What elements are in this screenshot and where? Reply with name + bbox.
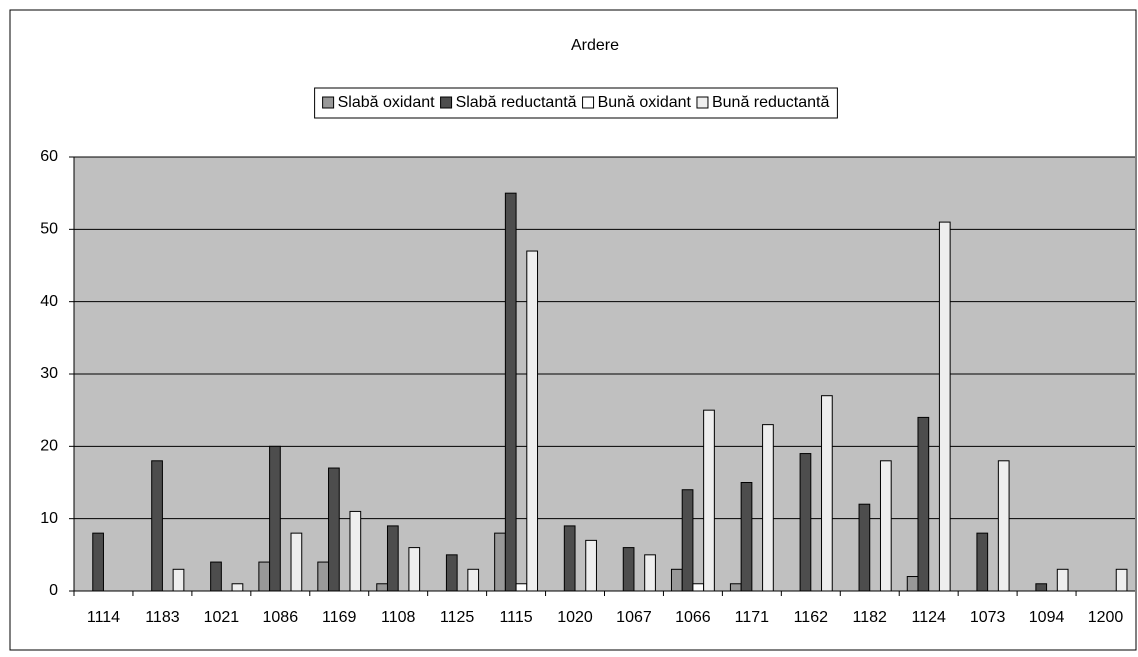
legend-label: Bună reductantă	[712, 94, 830, 111]
x-tick-label: 1171	[735, 609, 770, 626]
bar	[317, 561, 330, 592]
x-tick-label: 1020	[557, 609, 593, 626]
legend-label: Slabă oxidant	[338, 94, 436, 111]
bar	[762, 424, 774, 592]
x-tick-label: 1162	[794, 609, 829, 626]
legend-swatch	[322, 96, 335, 109]
y-tick-label: 20	[40, 438, 58, 455]
x-tick-label: 1066	[675, 609, 711, 626]
x-tick-label: 1182	[853, 609, 888, 626]
bar	[644, 554, 656, 592]
legend-label: Slabă reductantă	[456, 94, 577, 111]
x-tick-label: 1108	[381, 609, 416, 626]
bar	[231, 583, 244, 592]
bar	[740, 482, 753, 592]
bar	[151, 460, 163, 592]
bar	[328, 467, 340, 592]
y-tick-label: 60	[40, 148, 58, 165]
legend-swatch	[696, 96, 709, 109]
bar	[258, 561, 271, 592]
x-tick-label: 1200	[1088, 609, 1124, 626]
x-tick-label: 1094	[1029, 609, 1065, 626]
y-tick-label: 40	[40, 293, 58, 310]
bar	[445, 554, 458, 592]
bar	[210, 561, 222, 592]
bar	[515, 583, 528, 592]
bar	[622, 547, 635, 592]
bar	[729, 583, 742, 592]
bar	[997, 460, 1010, 592]
bar	[269, 445, 281, 592]
x-tick-label: 1183	[145, 609, 180, 626]
bar	[906, 576, 919, 592]
x-tick-label: 1073	[970, 609, 1006, 626]
x-tick-label: 1086	[263, 609, 299, 626]
x-tick-label: 1021	[204, 609, 240, 626]
bar	[1115, 568, 1128, 592]
x-tick-label: 1114	[87, 609, 120, 626]
x-tick-label: 1067	[616, 609, 652, 626]
x-tick-label: 1169	[322, 609, 357, 626]
legend-swatch	[582, 96, 595, 109]
bar	[917, 416, 930, 592]
x-tick-label: 1124	[911, 609, 946, 626]
legend-label: Bună oxidant	[598, 94, 692, 111]
legend-swatch	[440, 96, 453, 109]
bar	[563, 525, 576, 592]
bar	[467, 568, 480, 592]
bar	[290, 532, 303, 592]
y-tick-label: 0	[49, 582, 58, 599]
bar	[504, 192, 517, 592]
bar	[681, 489, 694, 592]
bar	[526, 250, 539, 592]
y-tick-label: 10	[40, 510, 58, 527]
bar	[703, 409, 715, 592]
bar	[821, 395, 833, 592]
bar	[879, 460, 892, 592]
bar	[172, 568, 185, 592]
bar	[376, 583, 388, 592]
bar	[494, 532, 506, 592]
bar	[858, 503, 871, 592]
bar	[1056, 568, 1069, 592]
bar	[692, 583, 705, 592]
bar	[670, 568, 683, 592]
x-tick-label: 1125	[440, 609, 475, 626]
bar	[938, 221, 951, 592]
bar	[408, 547, 421, 592]
bar	[386, 525, 399, 592]
legend-box	[314, 87, 838, 119]
bar	[349, 510, 362, 592]
y-tick-label: 50	[40, 221, 58, 238]
bar	[799, 453, 812, 592]
y-tick-label: 30	[40, 365, 58, 382]
chart-title: Ardere	[571, 37, 619, 54]
bar	[585, 539, 597, 592]
bar	[976, 532, 989, 592]
bar	[1035, 583, 1048, 592]
bar	[92, 532, 104, 592]
x-tick-label: 1115	[499, 609, 532, 626]
